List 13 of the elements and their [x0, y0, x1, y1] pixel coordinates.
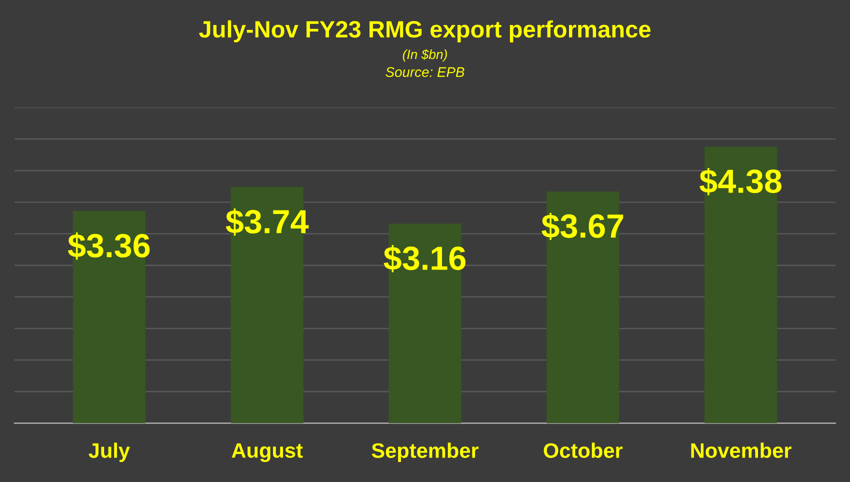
- data-label: $3.36: [68, 232, 150, 260]
- x-tick-label: July: [88, 442, 130, 462]
- x-tick-label: November: [691, 442, 792, 458]
- data-label: $3.16: [384, 245, 466, 272]
- x-tick-label: October: [544, 442, 623, 458]
- data-label: $3.74: [226, 208, 309, 236]
- chart-title: July-Nov FY23 RMG export performance: [199, 20, 651, 42]
- x-tick-label: August: [232, 443, 303, 462]
- chart-subtitle: (In $bn): [402, 49, 447, 62]
- source-note: Source: EPB: [386, 67, 464, 77]
- data-label: $4.38: [700, 168, 782, 196]
- x-tick-label: September: [372, 442, 479, 462]
- data-label: $3.67: [542, 212, 624, 240]
